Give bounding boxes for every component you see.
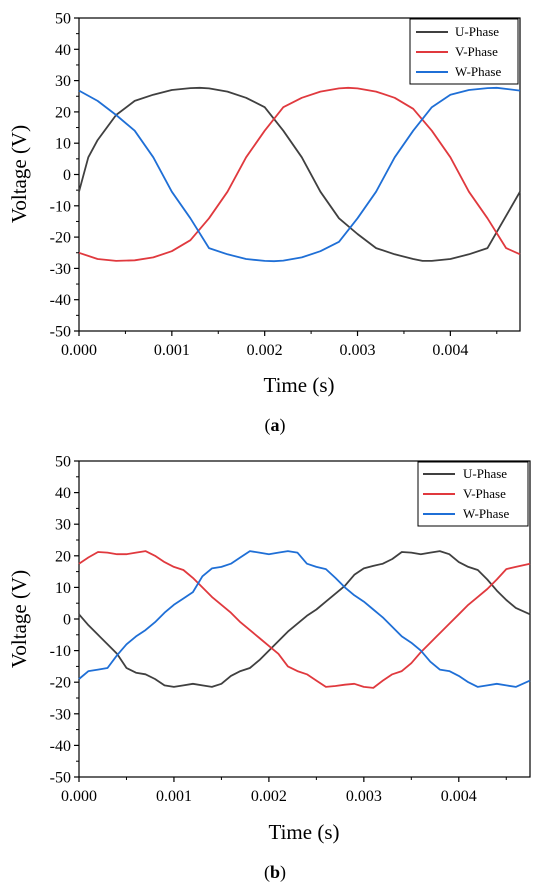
series-line-w-phase <box>78 550 531 688</box>
x-tick-label: 0.004 <box>441 788 477 805</box>
legend: U-Phase V-Phase W-Phase <box>409 18 519 85</box>
x-tick-label: 0.000 <box>61 788 97 805</box>
legend-label-v-phase: V-Phase <box>455 44 498 59</box>
x-tick-label: 0.002 <box>247 342 283 359</box>
series-line-w-phase <box>78 86 521 263</box>
y-tick-label: 0 <box>63 167 71 184</box>
x-tick-label: 0.001 <box>156 788 192 805</box>
x-tick-label: 0.003 <box>340 342 376 359</box>
series-line-u-phase <box>78 86 521 262</box>
y-tick-label: 0 <box>63 612 71 629</box>
y-tick-label: -20 <box>50 230 71 247</box>
y-tick-label: -40 <box>50 292 71 309</box>
series-line-v-phase <box>78 86 521 262</box>
legend-label-w-phase: W-Phase <box>455 64 501 79</box>
y-tick-label: 20 <box>55 548 71 565</box>
y-tick-label: -10 <box>50 198 71 215</box>
legend-label-u-phase: U-Phase <box>455 24 499 39</box>
x-axis-title: Time (s) <box>264 373 335 397</box>
y-tick-label: -30 <box>50 261 71 278</box>
y-tick-label: 40 <box>55 485 71 502</box>
y-axis: 50 40 30 20 10 0 -10 -20 -30 -40 -50 <box>50 454 79 787</box>
y-tick-label: -10 <box>50 643 71 660</box>
y-tick-label: -20 <box>50 675 71 692</box>
y-tick-label: -30 <box>50 706 71 723</box>
y-tick-label: 50 <box>55 11 71 28</box>
y-tick-label: -50 <box>50 770 71 787</box>
y-tick-label: 40 <box>55 42 71 59</box>
y-axis-title: Voltage (V) <box>7 570 31 668</box>
legend: U-Phase V-Phase W-Phase <box>417 461 529 527</box>
panel-caption-b: (b) <box>264 862 286 883</box>
x-tick-label: 0.003 <box>346 788 382 805</box>
y-tick-label: -40 <box>50 738 71 755</box>
y-tick-label: 10 <box>55 136 71 153</box>
y-axis: 50 40 30 20 10 0 -10 -20 -30 -40 -50 <box>50 11 79 341</box>
y-tick-label: 30 <box>55 73 71 90</box>
series-lines <box>78 86 521 263</box>
x-tick-label: 0.001 <box>154 342 190 359</box>
panel-caption-a: (a) <box>265 415 286 436</box>
y-axis-title: Voltage (V) <box>7 125 31 223</box>
series-line-v-phase <box>78 550 531 689</box>
legend-label-u-phase: U-Phase <box>463 466 507 481</box>
x-tick-label: 0.000 <box>61 342 97 359</box>
series-lines <box>78 550 531 689</box>
y-tick-label: 30 <box>55 517 71 534</box>
x-axis: 0.000 0.001 0.002 0.003 0.004 <box>61 331 498 359</box>
x-axis-title: Time (s) <box>269 820 340 844</box>
y-tick-label: 20 <box>55 104 71 121</box>
series-line-u-phase <box>78 550 531 688</box>
y-tick-label: 50 <box>55 454 71 471</box>
y-tick-label: 10 <box>55 580 71 597</box>
x-tick-label: 0.002 <box>251 788 287 805</box>
y-tick-label: -50 <box>50 324 71 341</box>
legend-label-v-phase: V-Phase <box>463 486 506 501</box>
legend-label-w-phase: W-Phase <box>463 506 509 521</box>
x-tick-label: 0.004 <box>432 342 468 359</box>
x-axis: 0.000 0.001 0.002 0.003 0.004 <box>61 777 507 805</box>
